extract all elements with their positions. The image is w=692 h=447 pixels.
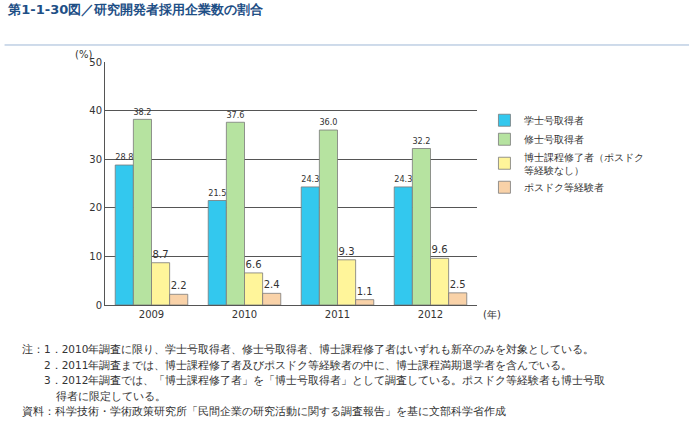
svg-text:(年): (年) — [483, 309, 501, 320]
svg-text:2012: 2012 — [418, 309, 443, 320]
svg-text:2.2: 2.2 — [171, 280, 187, 291]
svg-text:2010: 2010 — [232, 309, 257, 320]
svg-text:40: 40 — [89, 105, 102, 116]
svg-text:第1-1-30図／研究開発者採用企業数の割合: 第1-1-30図／研究開発者採用企業数の割合 — [7, 2, 263, 17]
svg-text:9.6: 9.6 — [432, 244, 448, 255]
svg-text:6.6: 6.6 — [246, 259, 262, 270]
html-text:得者に限定している。: 得者に限定している。 — [56, 389, 166, 402]
svg-text:30: 30 — [89, 154, 102, 165]
svg-text:(%): (%) — [75, 49, 92, 60]
html-text:2．2011年調査までは、博士課程修了者及びポスドク等経験者: 2．2011年調査までは、博士課程修了者及びポスドク等経験者の中に、博士課程満期… — [44, 358, 573, 371]
svg-text:20: 20 — [89, 202, 102, 213]
svg-text:32.2: 32.2 — [412, 136, 430, 146]
svg-text:ポスドク等経験者: ポスドク等経験者 — [524, 182, 604, 193]
svg-text:36.0: 36.0 — [319, 117, 337, 127]
svg-text:0: 0 — [96, 300, 102, 311]
svg-text:38.2: 38.2 — [133, 107, 151, 117]
svg-text:修士号取得者: 修士号取得者 — [524, 134, 584, 145]
svg-text:学士号取得者: 学士号取得者 — [524, 115, 584, 126]
html-text:資料：科学技術・学術政策研究所「民間企業の研究活動に関する調: 資料：科学技術・学術政策研究所「民間企業の研究活動に関する調査報告」を基に文部科… — [22, 405, 506, 417]
html-text:注：1．2010年調査に限り、学士号取得者、修士号取得者、博: 注：1．2010年調査に限り、学士号取得者、修士号取得者、博士課程修了者はいずれ… — [22, 343, 595, 355]
svg-text:2011: 2011 — [325, 309, 350, 320]
svg-text:2.5: 2.5 — [450, 279, 466, 290]
svg-text:8.7: 8.7 — [153, 249, 169, 260]
svg-text:21.5: 21.5 — [208, 188, 226, 198]
svg-text:博士課程修了者（ポスドク等経験なし）: 博士課程修了者（ポスドク等経験なし） — [524, 152, 644, 176]
html-text:3．2012年調査では、「博士課程修了者」を「博士号取得者」: 3．2012年調査では、「博士課程修了者」を「博士号取得者」として調査している。… — [44, 374, 606, 386]
svg-text:50: 50 — [89, 57, 102, 68]
svg-text:2.4: 2.4 — [264, 279, 280, 290]
svg-text:10: 10 — [89, 251, 102, 262]
svg-text:9.3: 9.3 — [339, 246, 355, 257]
svg-text:2009: 2009 — [139, 309, 164, 320]
svg-text:28.8: 28.8 — [115, 152, 133, 162]
svg-text:37.6: 37.6 — [226, 110, 244, 120]
svg-text:24.3: 24.3 — [301, 174, 319, 184]
svg-text:24.3: 24.3 — [394, 174, 412, 184]
svg-text:1.1: 1.1 — [357, 286, 373, 297]
